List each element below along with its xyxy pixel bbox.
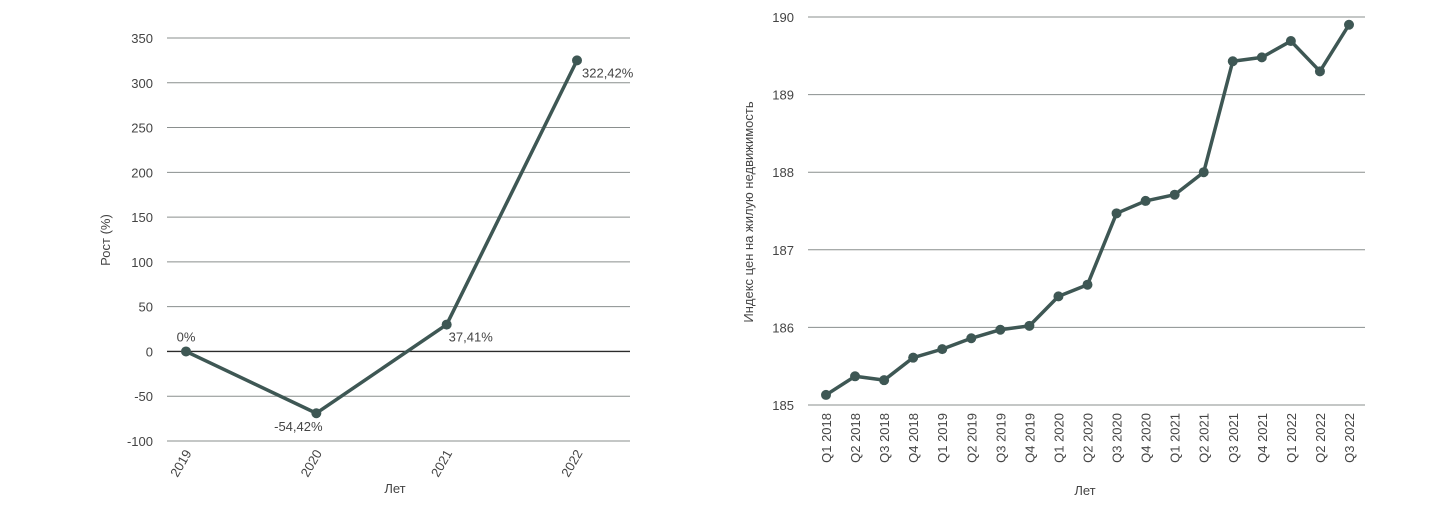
- data-point: [821, 389, 831, 400]
- data-point: [908, 352, 919, 363]
- x-tick-label: Q3 2020: [1110, 413, 1125, 463]
- data-point: [441, 319, 452, 330]
- data-point: [966, 333, 977, 344]
- x-tick-label: Q1 2020: [1051, 413, 1066, 463]
- x-tick-label: Q3 2021: [1226, 413, 1241, 463]
- y-tick-label: 187: [772, 243, 794, 258]
- y-tick-label: 186: [772, 320, 794, 335]
- price-index-chart: 185 186 187 188 189 190 Q1 2018 Q2 2018 Q3 2018 Q…: [741, 10, 1365, 498]
- data-point: [850, 371, 861, 382]
- data-label: 0%: [177, 329, 196, 344]
- y-tick-label: 250: [131, 121, 153, 136]
- x-tick-label: Q4 2020: [1139, 413, 1154, 463]
- y-axis-title: Индекс цен на жилую недвижимость: [741, 101, 756, 322]
- data-point: [879, 375, 890, 386]
- data-point: [572, 55, 582, 66]
- x-tick-label: Q4 2021: [1255, 413, 1270, 463]
- data-point: [1344, 19, 1354, 30]
- x-tick-label: Q2 2022: [1313, 413, 1328, 463]
- y-tick-label: -50: [134, 389, 153, 404]
- y-tick-label: 50: [139, 300, 153, 315]
- x-axis-title: Лет: [1074, 483, 1095, 498]
- y-tick-label: 350: [131, 31, 153, 46]
- growth-chart: -100 -50 0 50 100 150 200 250 300 350 2019 2020 2021…: [98, 31, 634, 496]
- x-tick-label: Q2 2018: [848, 413, 863, 463]
- data-point: [1314, 66, 1325, 77]
- data-point: [1111, 208, 1122, 219]
- y-tick-label: -100: [127, 434, 153, 449]
- data-point: [311, 408, 322, 419]
- data-point: [1082, 279, 1093, 290]
- x-axis-title: Лет: [384, 481, 405, 496]
- data-point: [937, 344, 948, 355]
- data-point: [1198, 167, 1209, 178]
- data-label: 37,41%: [449, 330, 494, 345]
- data-point: [181, 346, 191, 357]
- y-axis-title: Рост (%): [98, 214, 113, 266]
- x-tick-label: Q4 2018: [906, 413, 921, 463]
- x-tick-label: Q1 2021: [1168, 413, 1183, 463]
- x-tick-label: Q3 2022: [1342, 413, 1357, 463]
- y-tick-label: 0: [146, 344, 153, 359]
- x-tick-label: Q2 2020: [1081, 413, 1096, 463]
- y-tick-label: 185: [772, 398, 794, 413]
- x-tick-label: Q1 2022: [1284, 413, 1299, 463]
- y-tick-label: 100: [131, 255, 153, 270]
- x-tick-label: Q3 2019: [993, 413, 1008, 463]
- y-tick-label: 189: [772, 88, 794, 103]
- x-tick-label: Q1 2018: [819, 413, 834, 463]
- x-tick-label: Q3 2018: [877, 413, 892, 463]
- series-line: [185, 59, 579, 415]
- x-tick-label: 2019: [167, 447, 194, 480]
- series-line: [825, 23, 1351, 397]
- data-point: [1024, 320, 1035, 331]
- x-tick-label: 2020: [297, 447, 324, 480]
- x-tick-label: Q4 2019: [1022, 413, 1037, 463]
- y-tick-label: 150: [131, 210, 153, 225]
- data-label: -54,42%: [274, 419, 323, 434]
- x-tick-label: 2021: [428, 447, 455, 480]
- data-point: [1256, 52, 1267, 63]
- y-tick-label: 300: [131, 76, 153, 91]
- data-point: [1140, 195, 1151, 206]
- data-label: 322,42%: [582, 65, 634, 80]
- y-tick-label: 190: [772, 10, 794, 25]
- data-point: [1053, 291, 1064, 302]
- x-tick-label: Q2 2021: [1197, 413, 1212, 463]
- y-tick-label: 188: [772, 165, 794, 180]
- x-tick-label: Q1 2019: [935, 413, 950, 463]
- data-point: [995, 324, 1006, 335]
- data-point: [1285, 36, 1296, 47]
- data-point: [1169, 189, 1180, 200]
- x-tick-label: 2022: [558, 447, 585, 480]
- data-point: [1227, 56, 1238, 67]
- y-tick-label: 200: [131, 165, 153, 180]
- x-tick-label: Q2 2019: [964, 413, 979, 463]
